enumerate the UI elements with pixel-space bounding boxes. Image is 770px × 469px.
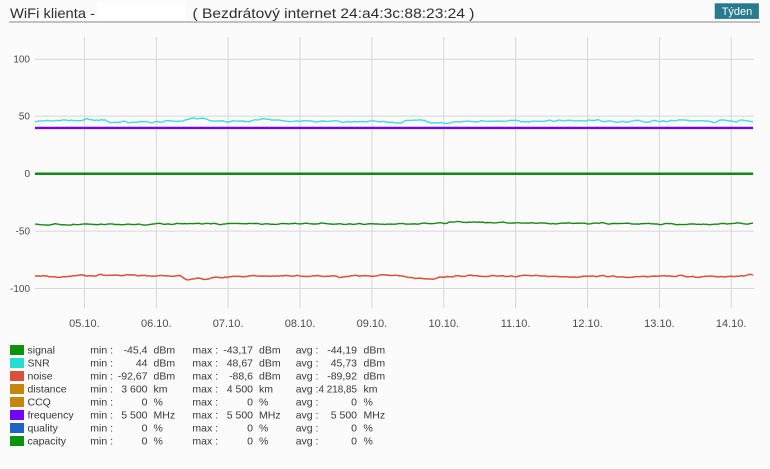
svg-text:0: 0 bbox=[351, 436, 357, 448]
svg-text:CCQ: CCQ bbox=[28, 397, 51, 409]
svg-text:08.10.: 08.10. bbox=[285, 318, 316, 330]
svg-text:MHz: MHz bbox=[154, 410, 176, 422]
svg-text:min :: min : bbox=[90, 345, 113, 357]
svg-text:-88,6: -88,6 bbox=[229, 371, 253, 383]
svg-text:4 218,85: 4 218,85 bbox=[319, 384, 358, 396]
svg-text:44: 44 bbox=[136, 358, 148, 370]
svg-text:( Bezdrátový internet 24:a4:3c: ( Bezdrátový internet 24:a4:3c:88:23:24 … bbox=[193, 5, 475, 21]
svg-text:%: % bbox=[154, 436, 163, 448]
svg-text:dBm: dBm bbox=[259, 345, 281, 357]
svg-text:100: 100 bbox=[13, 55, 30, 66]
svg-text:06.10.: 06.10. bbox=[141, 318, 172, 330]
svg-text:%: % bbox=[364, 423, 373, 435]
svg-text:0: 0 bbox=[142, 397, 148, 409]
svg-text:-89,92: -89,92 bbox=[327, 371, 357, 383]
svg-text:max :: max : bbox=[192, 384, 218, 396]
svg-text:-43,17: -43,17 bbox=[223, 345, 253, 357]
svg-text:%: % bbox=[154, 397, 163, 409]
svg-text:avg :: avg : bbox=[296, 436, 319, 448]
svg-text:48,67: 48,67 bbox=[227, 358, 253, 370]
svg-text:-92,67: -92,67 bbox=[118, 371, 148, 383]
svg-text:%: % bbox=[259, 436, 268, 448]
svg-text:05.10.: 05.10. bbox=[69, 318, 100, 330]
svg-text:-45,4: -45,4 bbox=[124, 345, 148, 357]
svg-text:0: 0 bbox=[247, 397, 253, 409]
svg-text:%: % bbox=[259, 397, 268, 409]
svg-text:min :: min : bbox=[90, 384, 113, 396]
svg-text:avg :: avg : bbox=[296, 358, 319, 370]
svg-text:min :: min : bbox=[90, 423, 113, 435]
svg-text:WiFi klienta -: WiFi klienta - bbox=[10, 5, 95, 21]
svg-text:-50: -50 bbox=[16, 227, 31, 238]
svg-text:min :: min : bbox=[90, 371, 113, 383]
svg-text:max :: max : bbox=[192, 345, 218, 357]
svg-text:10.10.: 10.10. bbox=[429, 318, 460, 330]
svg-text:min :: min : bbox=[90, 436, 113, 448]
svg-text:13.10.: 13.10. bbox=[644, 318, 675, 330]
svg-text:4 500: 4 500 bbox=[227, 384, 253, 396]
svg-text:avg :: avg : bbox=[296, 423, 319, 435]
svg-text:dBm: dBm bbox=[364, 358, 386, 370]
svg-text:frequency: frequency bbox=[28, 410, 75, 422]
svg-text:max :: max : bbox=[192, 423, 218, 435]
svg-text:0: 0 bbox=[351, 423, 357, 435]
svg-text:MHz: MHz bbox=[364, 410, 386, 422]
svg-text:09.10.: 09.10. bbox=[357, 318, 388, 330]
svg-text:avg :: avg : bbox=[296, 410, 319, 422]
svg-text:quality: quality bbox=[28, 423, 59, 435]
svg-text:%: % bbox=[364, 436, 373, 448]
svg-text:distance: distance bbox=[28, 384, 67, 396]
svg-text:avg :: avg : bbox=[296, 397, 319, 409]
svg-text:dBm: dBm bbox=[259, 371, 281, 383]
svg-text:max :: max : bbox=[192, 397, 218, 409]
svg-text:12.10.: 12.10. bbox=[572, 318, 603, 330]
svg-text:max :: max : bbox=[192, 436, 218, 448]
svg-text:%: % bbox=[154, 423, 163, 435]
svg-text:%: % bbox=[364, 397, 373, 409]
svg-text:avg :: avg : bbox=[296, 371, 319, 383]
svg-text:dBm: dBm bbox=[154, 345, 176, 357]
svg-text:0: 0 bbox=[247, 423, 253, 435]
svg-text:max :: max : bbox=[192, 358, 218, 370]
svg-text:MHz: MHz bbox=[259, 410, 281, 422]
svg-text:0: 0 bbox=[351, 397, 357, 409]
svg-text:dBm: dBm bbox=[259, 358, 281, 370]
svg-text:Týden: Týden bbox=[722, 6, 753, 18]
svg-text:SNR: SNR bbox=[28, 358, 51, 370]
svg-text:dBm: dBm bbox=[364, 345, 386, 357]
svg-text:min :: min : bbox=[90, 410, 113, 422]
svg-text:50: 50 bbox=[19, 112, 31, 123]
svg-text:3 600: 3 600 bbox=[121, 384, 147, 396]
svg-text:dBm: dBm bbox=[364, 371, 386, 383]
svg-text:07.10.: 07.10. bbox=[213, 318, 244, 330]
svg-text:0: 0 bbox=[142, 436, 148, 448]
svg-text:avg :: avg : bbox=[296, 384, 319, 396]
svg-text:0: 0 bbox=[142, 423, 148, 435]
svg-text:min :: min : bbox=[90, 397, 113, 409]
svg-text:5 500: 5 500 bbox=[121, 410, 147, 422]
svg-text:km: km bbox=[364, 384, 378, 396]
svg-text:signal: signal bbox=[28, 345, 55, 357]
svg-text:45,73: 45,73 bbox=[331, 358, 357, 370]
svg-text:-44,19: -44,19 bbox=[327, 345, 357, 357]
svg-text:0: 0 bbox=[247, 436, 253, 448]
svg-text:%: % bbox=[259, 423, 268, 435]
svg-text:max :: max : bbox=[192, 371, 218, 383]
svg-text:km: km bbox=[154, 384, 168, 396]
svg-text:noise: noise bbox=[28, 371, 53, 383]
svg-text:capacity: capacity bbox=[28, 436, 67, 448]
svg-text:-100: -100 bbox=[10, 284, 30, 295]
svg-text:avg :: avg : bbox=[296, 345, 319, 357]
svg-text:dBm: dBm bbox=[154, 371, 176, 383]
svg-text:0: 0 bbox=[24, 169, 30, 180]
svg-text:14.10.: 14.10. bbox=[716, 318, 747, 330]
svg-text:5 500: 5 500 bbox=[227, 410, 253, 422]
svg-text:dBm: dBm bbox=[154, 358, 176, 370]
svg-text:5 500: 5 500 bbox=[331, 410, 357, 422]
svg-text:11.10.: 11.10. bbox=[501, 318, 531, 330]
svg-text:km: km bbox=[259, 384, 273, 396]
svg-text:min :: min : bbox=[90, 358, 113, 370]
svg-text:max :: max : bbox=[192, 410, 218, 422]
